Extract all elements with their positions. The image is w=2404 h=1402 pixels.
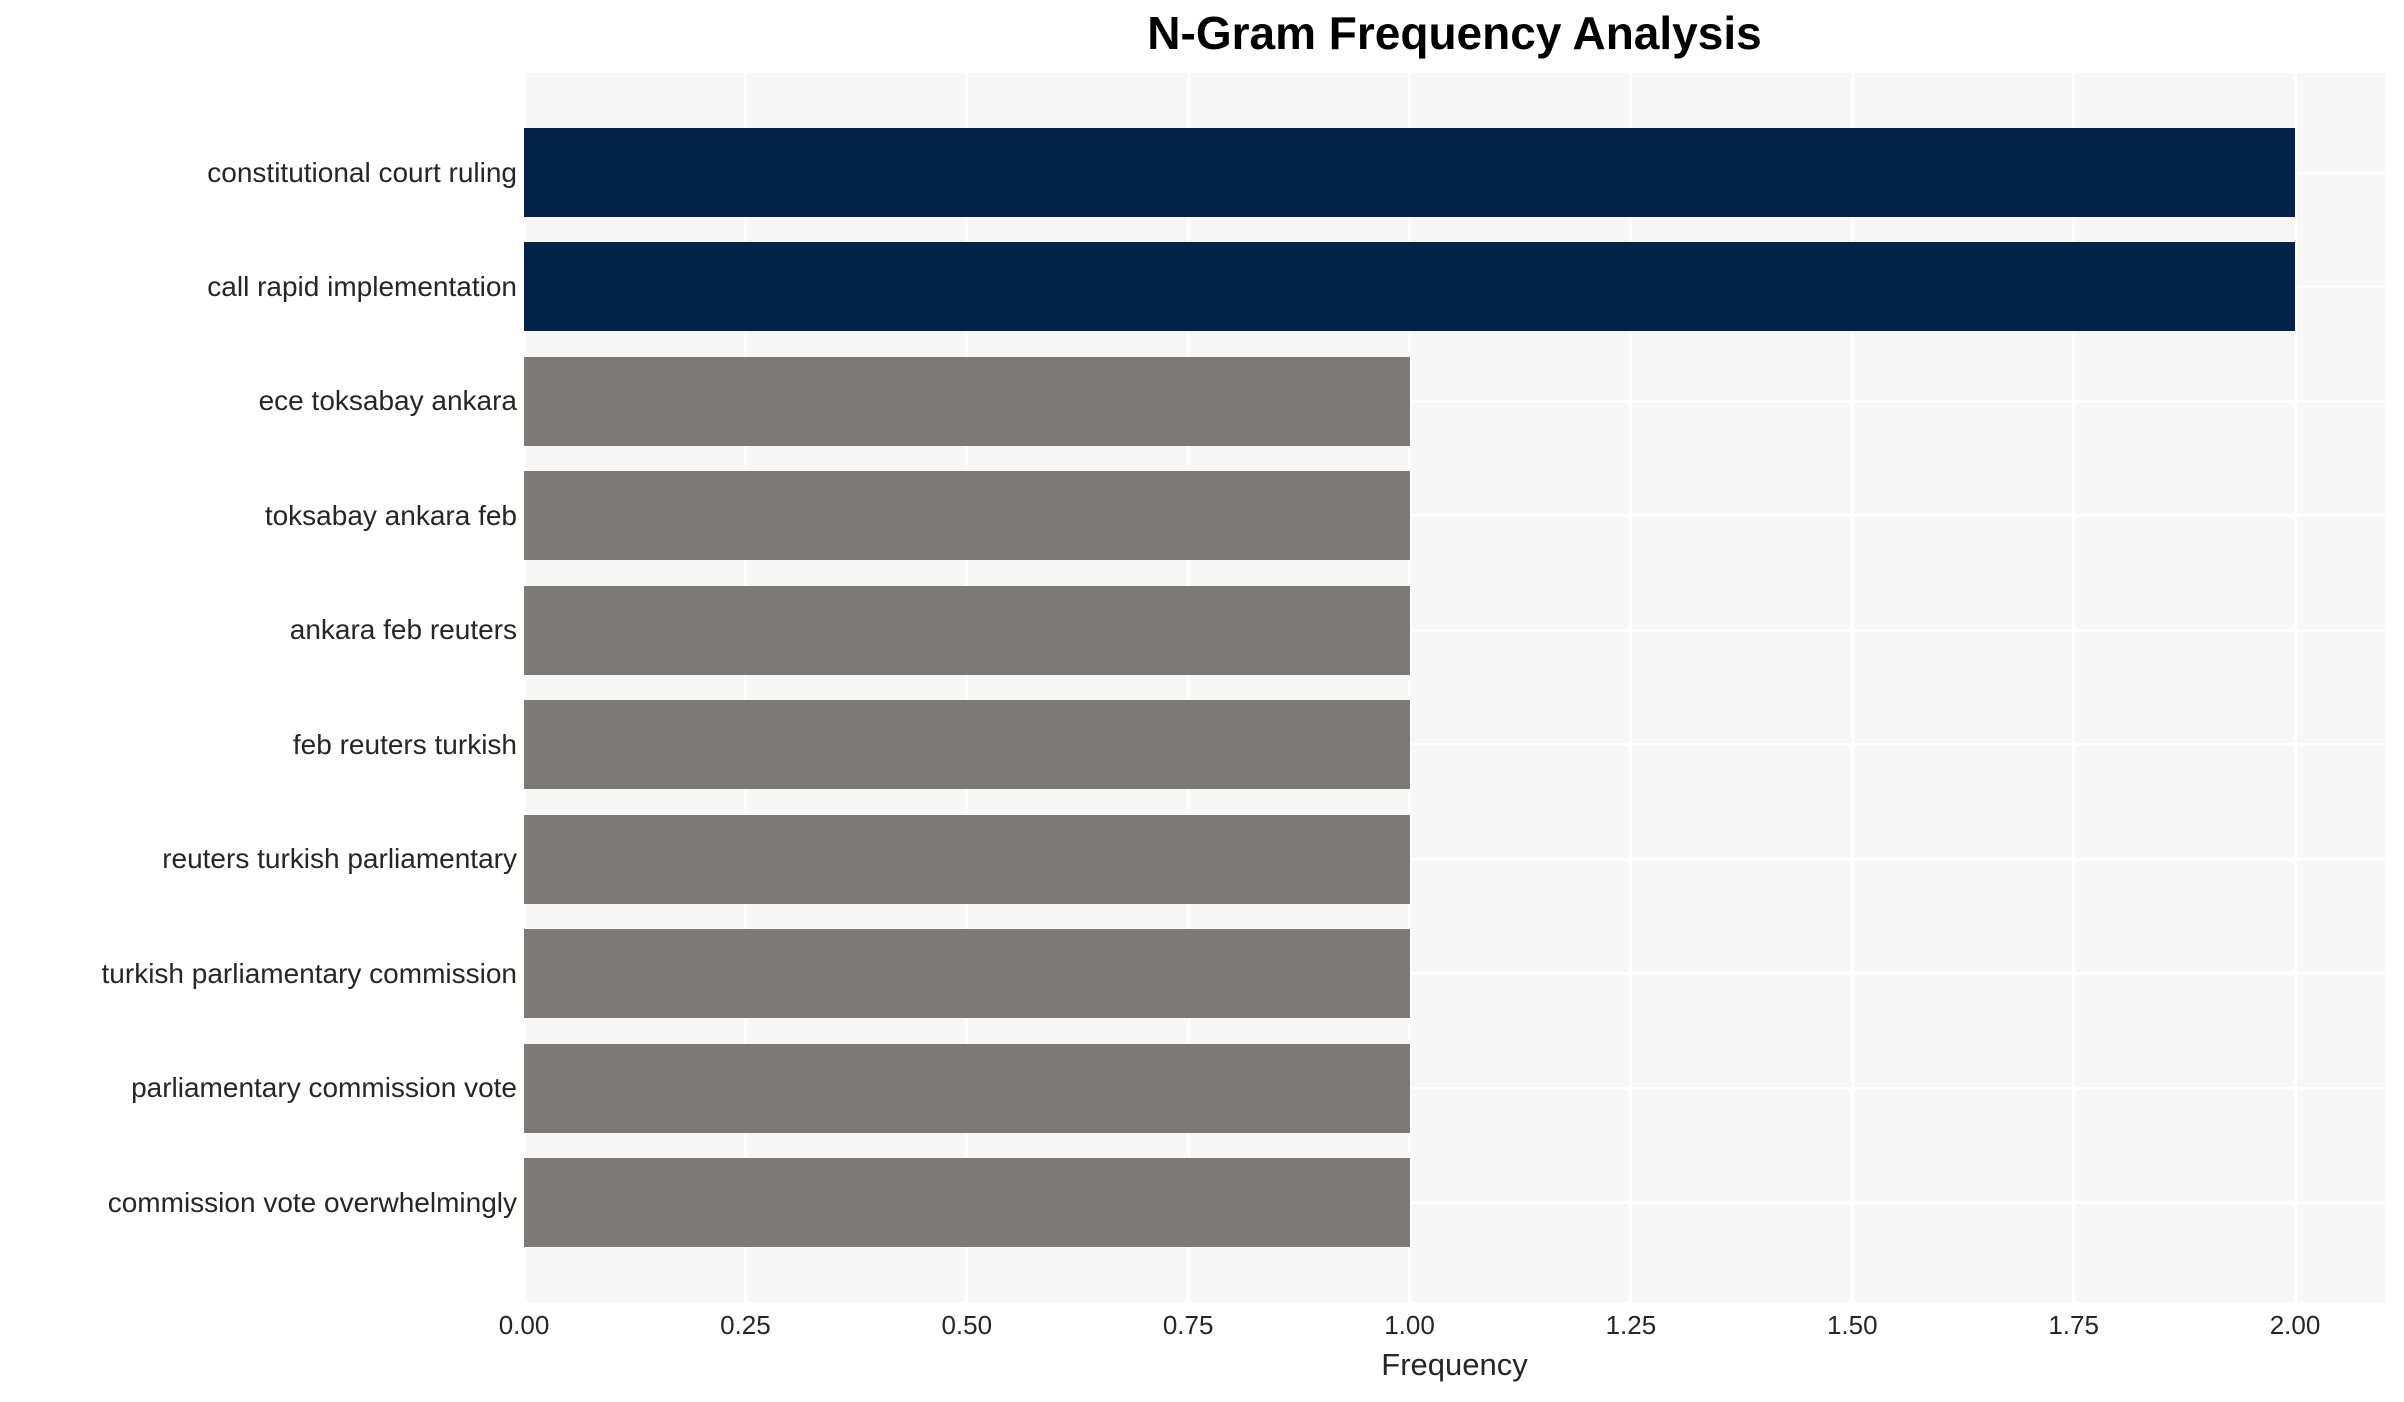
gridline-x-1.00 [1408,73,1411,1302]
x-axis-title: Frequency [1381,1347,1528,1382]
ytick-label-7: reuters turkish parliamentary [162,843,517,875]
bar-ece-toksabay-ankara [524,356,1410,446]
gridline-x-0.25 [743,73,747,1302]
gridline-y-7 [524,857,2385,861]
gridline-y-4 [524,514,2385,518]
xtick-label-1.75: 1.75 [2048,1310,2099,1340]
ytick-label-10: commission vote overwhelmingly [107,1186,517,1218]
xtick-label-0.50: 0.50 [941,1310,993,1340]
xtick-label-1.25: 1.25 [1605,1310,1657,1340]
gridline-x-1.75 [2072,73,2076,1302]
xtick-label-2.00: 2.00 [2269,1310,2321,1340]
chart-title: N-Gram Frequency Analysis [1147,7,1762,59]
gridline-x-0.00 [522,73,526,1302]
gridline-y-9 [524,1086,2385,1090]
plot-area [522,73,2385,1302]
xtick-label-1.50: 1.50 [1826,1310,1878,1340]
bar-ankara-feb-reuters [524,585,1410,675]
gridline-y-5 [524,628,2385,632]
bar-call-rapid-implementation [524,242,2295,332]
ytick-label-5: ankara feb reuters [289,614,517,646]
bar-toksabay-ankara-feb [524,471,1410,561]
ytick-label-3: ece toksabay ankara [258,385,517,417]
ytick-label-9: parliamentary commission vote [131,1072,517,1104]
gridline-y-10 [524,1201,2385,1205]
xtick-label-0.25: 0.25 [720,1310,771,1340]
xtick-label-0.00: 0.00 [498,1310,550,1340]
xtick-label-1.00: 1.00 [1384,1310,1435,1340]
gridline-x-1.25 [1629,73,1633,1302]
bar-reuters-turkish-parliamentary [524,814,1410,904]
ytick-label-4: toksabay ankara feb [264,499,517,531]
bar-parliamentary-commission-vote [524,1043,1410,1133]
bar-turkish-parliamentary-commission [524,929,1410,1019]
bar-constitutional-court-ruling [524,128,2295,217]
gridline-y-3 [524,399,2385,403]
ytick-label-1: constitutional court ruling [207,156,517,188]
ytick-label-6: feb reuters turkish [292,728,517,760]
xtick-label-0.75: 0.75 [1162,1310,1214,1340]
gridline-x-1.50 [1850,73,1854,1302]
ytick-label-8: turkish parliamentary commission [101,957,517,989]
gridline-x-0.75 [1186,73,1190,1302]
ytick-label-2: call rapid implementation [207,270,517,302]
gridline-y-6 [524,743,2385,747]
bar-commission-vote-overwhelmingly [524,1158,1410,1248]
gridline-y-8 [524,972,2385,976]
gridline-x-2.00 [2293,73,2297,1302]
bar-feb-reuters-turkish [524,700,1410,790]
gridline-x-0.50 [965,73,969,1302]
